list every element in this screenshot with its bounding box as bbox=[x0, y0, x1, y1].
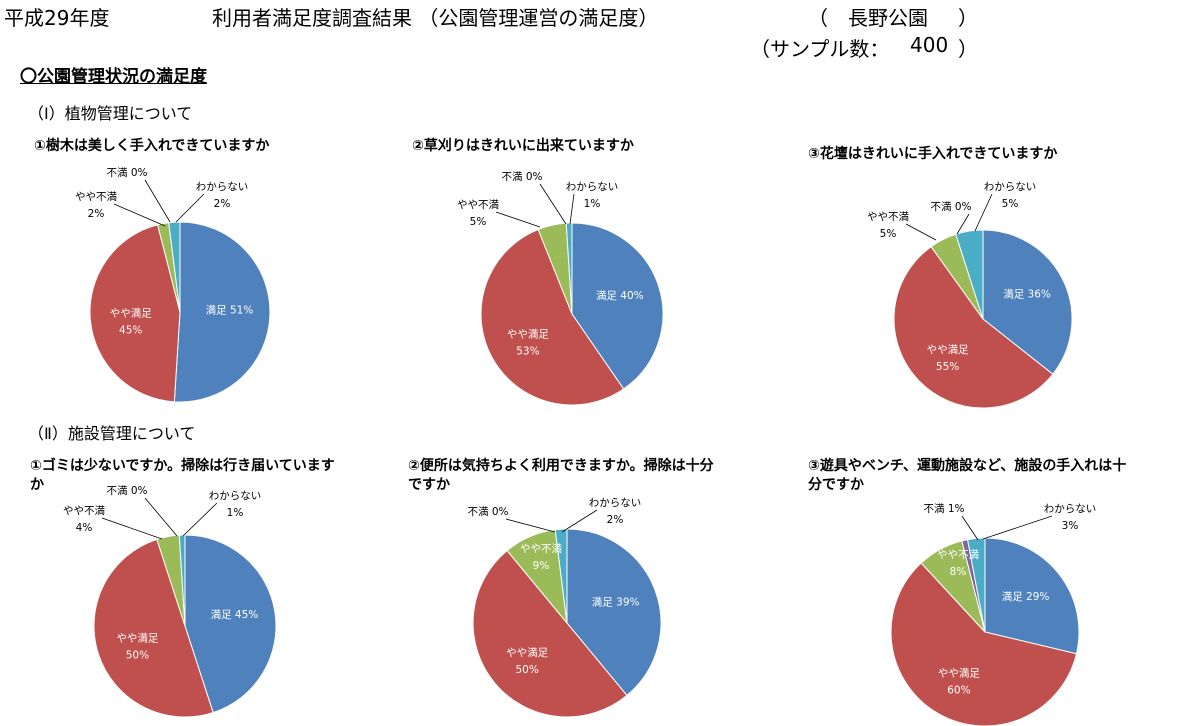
slice-label-5-1: 満足 39% bbox=[592, 596, 640, 608]
pie-chart-3: 満足 36% やや満足 55% やや不満 5% 不満 0% わからない 5% bbox=[867, 181, 1073, 409]
leader-line bbox=[956, 213, 970, 235]
slice-label-4-2: やや満足 50% bbox=[116, 632, 158, 661]
pie-slice-5-2 bbox=[472, 549, 628, 718]
slice-label-4-3: やや不満 4% bbox=[63, 505, 105, 534]
pie-slice-1-5 bbox=[168, 221, 181, 313]
leader-line bbox=[182, 502, 218, 537]
slice-label-3-5: わからない 5% bbox=[984, 181, 1037, 210]
slice-label-2-3: やや不満 5% bbox=[457, 199, 499, 228]
chart-title-5: ②便所は気持ちよく利用できますか。掃除は十分ですか bbox=[408, 458, 714, 493]
pie-slice-1-2 bbox=[89, 224, 181, 403]
slice-label-6-1: 満足 29% bbox=[1002, 591, 1050, 603]
park-name: 長野公園 bbox=[848, 6, 928, 30]
chart-title-1: ①樹木は美しく手入れできていますか bbox=[34, 138, 270, 154]
slice-label-6-4: 不満 1% bbox=[924, 503, 965, 515]
slice-label-2-2: やや満足 53% bbox=[507, 329, 549, 358]
chart-title-6: ③遊具やベンチ、運動施設など、施設の手入れは十分ですか bbox=[808, 458, 1127, 493]
leader-line bbox=[175, 193, 205, 223]
slice-label-4-1: 満足 45% bbox=[211, 609, 259, 621]
slice-label-4-4: 不満 0% bbox=[107, 485, 148, 497]
pie-slice-2-1 bbox=[571, 222, 664, 390]
leader-line bbox=[905, 223, 937, 241]
subsection-plants: （Ⅰ）植物管理について bbox=[28, 104, 193, 123]
pie-chart-5: 満足 39% やや満足 50% やや不満 9% 不満 0% わからない 2% bbox=[468, 497, 662, 718]
pie-slice-1-1 bbox=[173, 221, 271, 403]
slice-label-5-3: やや不満 9% bbox=[520, 543, 562, 572]
section-title: 〇公園管理状況の満足度 bbox=[20, 67, 207, 87]
sample-label: （サンプル数： bbox=[750, 37, 890, 61]
pie-chart-1: 満足 51% やや満足 45% やや不満 2% 不満 0% わからない 2% bbox=[75, 167, 271, 403]
leader-line bbox=[144, 179, 171, 223]
slice-label-2-4: 不満 0% bbox=[502, 171, 543, 183]
slice-label-6-2: やや満足 60% bbox=[938, 668, 980, 697]
pie-slice-6-1 bbox=[984, 537, 1080, 655]
leader-line bbox=[495, 211, 541, 228]
leader-line bbox=[961, 515, 979, 541]
slice-label-4-5: わからない 1% bbox=[209, 490, 262, 519]
sample-count: 400 bbox=[910, 33, 949, 57]
leader-line bbox=[144, 497, 178, 537]
slice-label-1-2: やや満足 45% bbox=[110, 308, 152, 337]
slice-label-2-1: 満足 40% bbox=[596, 290, 644, 302]
pie-slice-4-5 bbox=[178, 534, 186, 627]
leader-line bbox=[539, 183, 567, 225]
chart-title-2: ②草刈りはきれいに出来ていますか bbox=[412, 138, 634, 154]
slice-label-5-4: 不満 0% bbox=[468, 506, 509, 518]
slice-label-1-3: やや不満 2% bbox=[75, 191, 117, 220]
sample-close-paren: ） bbox=[958, 37, 978, 61]
slice-label-1-4: 不満 0% bbox=[107, 167, 148, 179]
leader-line bbox=[982, 515, 1053, 540]
pie-slice-4-2 bbox=[93, 538, 214, 718]
slice-label-1-1: 満足 51% bbox=[206, 305, 254, 317]
slice-label-3-1: 満足 36% bbox=[1003, 289, 1051, 301]
slice-label-3-2: やや満足 55% bbox=[927, 344, 969, 373]
leader-line bbox=[561, 509, 598, 533]
leader-line bbox=[974, 193, 993, 232]
slice-label-5-2: やや満足 50% bbox=[506, 647, 548, 676]
chart-title-4: ①ゴミは少ないですか。掃除は行き届いていますか bbox=[30, 458, 335, 493]
subsection-facilities: （Ⅱ）施設管理について bbox=[28, 424, 196, 443]
chart-title-3: ③花壇はきれいに手入れできていますか bbox=[808, 146, 1058, 162]
pie-slice-3-1 bbox=[982, 229, 1073, 375]
slice-label-6-3: やや不満 8% bbox=[937, 549, 979, 578]
pie-slice-6-2 bbox=[890, 562, 1078, 726]
park-open-paren: （ bbox=[808, 6, 828, 30]
leader-line bbox=[505, 518, 556, 533]
pie-chart-6: 満足 29% やや満足 60% やや不満 8% 不満 1% わからない 3% bbox=[890, 503, 1097, 726]
slice-label-3-4: 不満 0% bbox=[931, 201, 972, 213]
slice-label-1-5: わからない 2% bbox=[196, 181, 249, 210]
pie-chart-4: 満足 45% やや満足 50% やや不満 4%不満 0% わからない 1% bbox=[63, 485, 277, 718]
leader-line bbox=[113, 203, 166, 227]
pie-slice-2-2 bbox=[480, 228, 625, 406]
slice-label-3-3: やや不満 5% bbox=[867, 211, 909, 240]
slice-label-5-5: わからない 2% bbox=[589, 497, 642, 526]
report-year: 平成29年度 bbox=[4, 6, 110, 30]
pie-slice-3-5 bbox=[955, 229, 984, 320]
leader-line bbox=[569, 193, 575, 225]
pie-slice-2-5 bbox=[565, 222, 573, 315]
pie-slice-5-1 bbox=[566, 528, 662, 697]
slice-label-6-5: わからない 3% bbox=[1044, 503, 1097, 532]
park-close-paren: ） bbox=[958, 6, 978, 30]
leader-line bbox=[101, 517, 163, 540]
pie-slice-3-2 bbox=[893, 245, 1054, 409]
slice-label-2-5: わからない 1% bbox=[566, 181, 619, 210]
pie-chart-2: 満足 40% やや満足 53% やや不満 5% 不満 0% わからない 1% bbox=[457, 171, 664, 406]
report-title: 利用者満足度調査結果 （公園管理運営の満足度） bbox=[212, 6, 659, 30]
pie-slice-4-1 bbox=[184, 534, 277, 714]
